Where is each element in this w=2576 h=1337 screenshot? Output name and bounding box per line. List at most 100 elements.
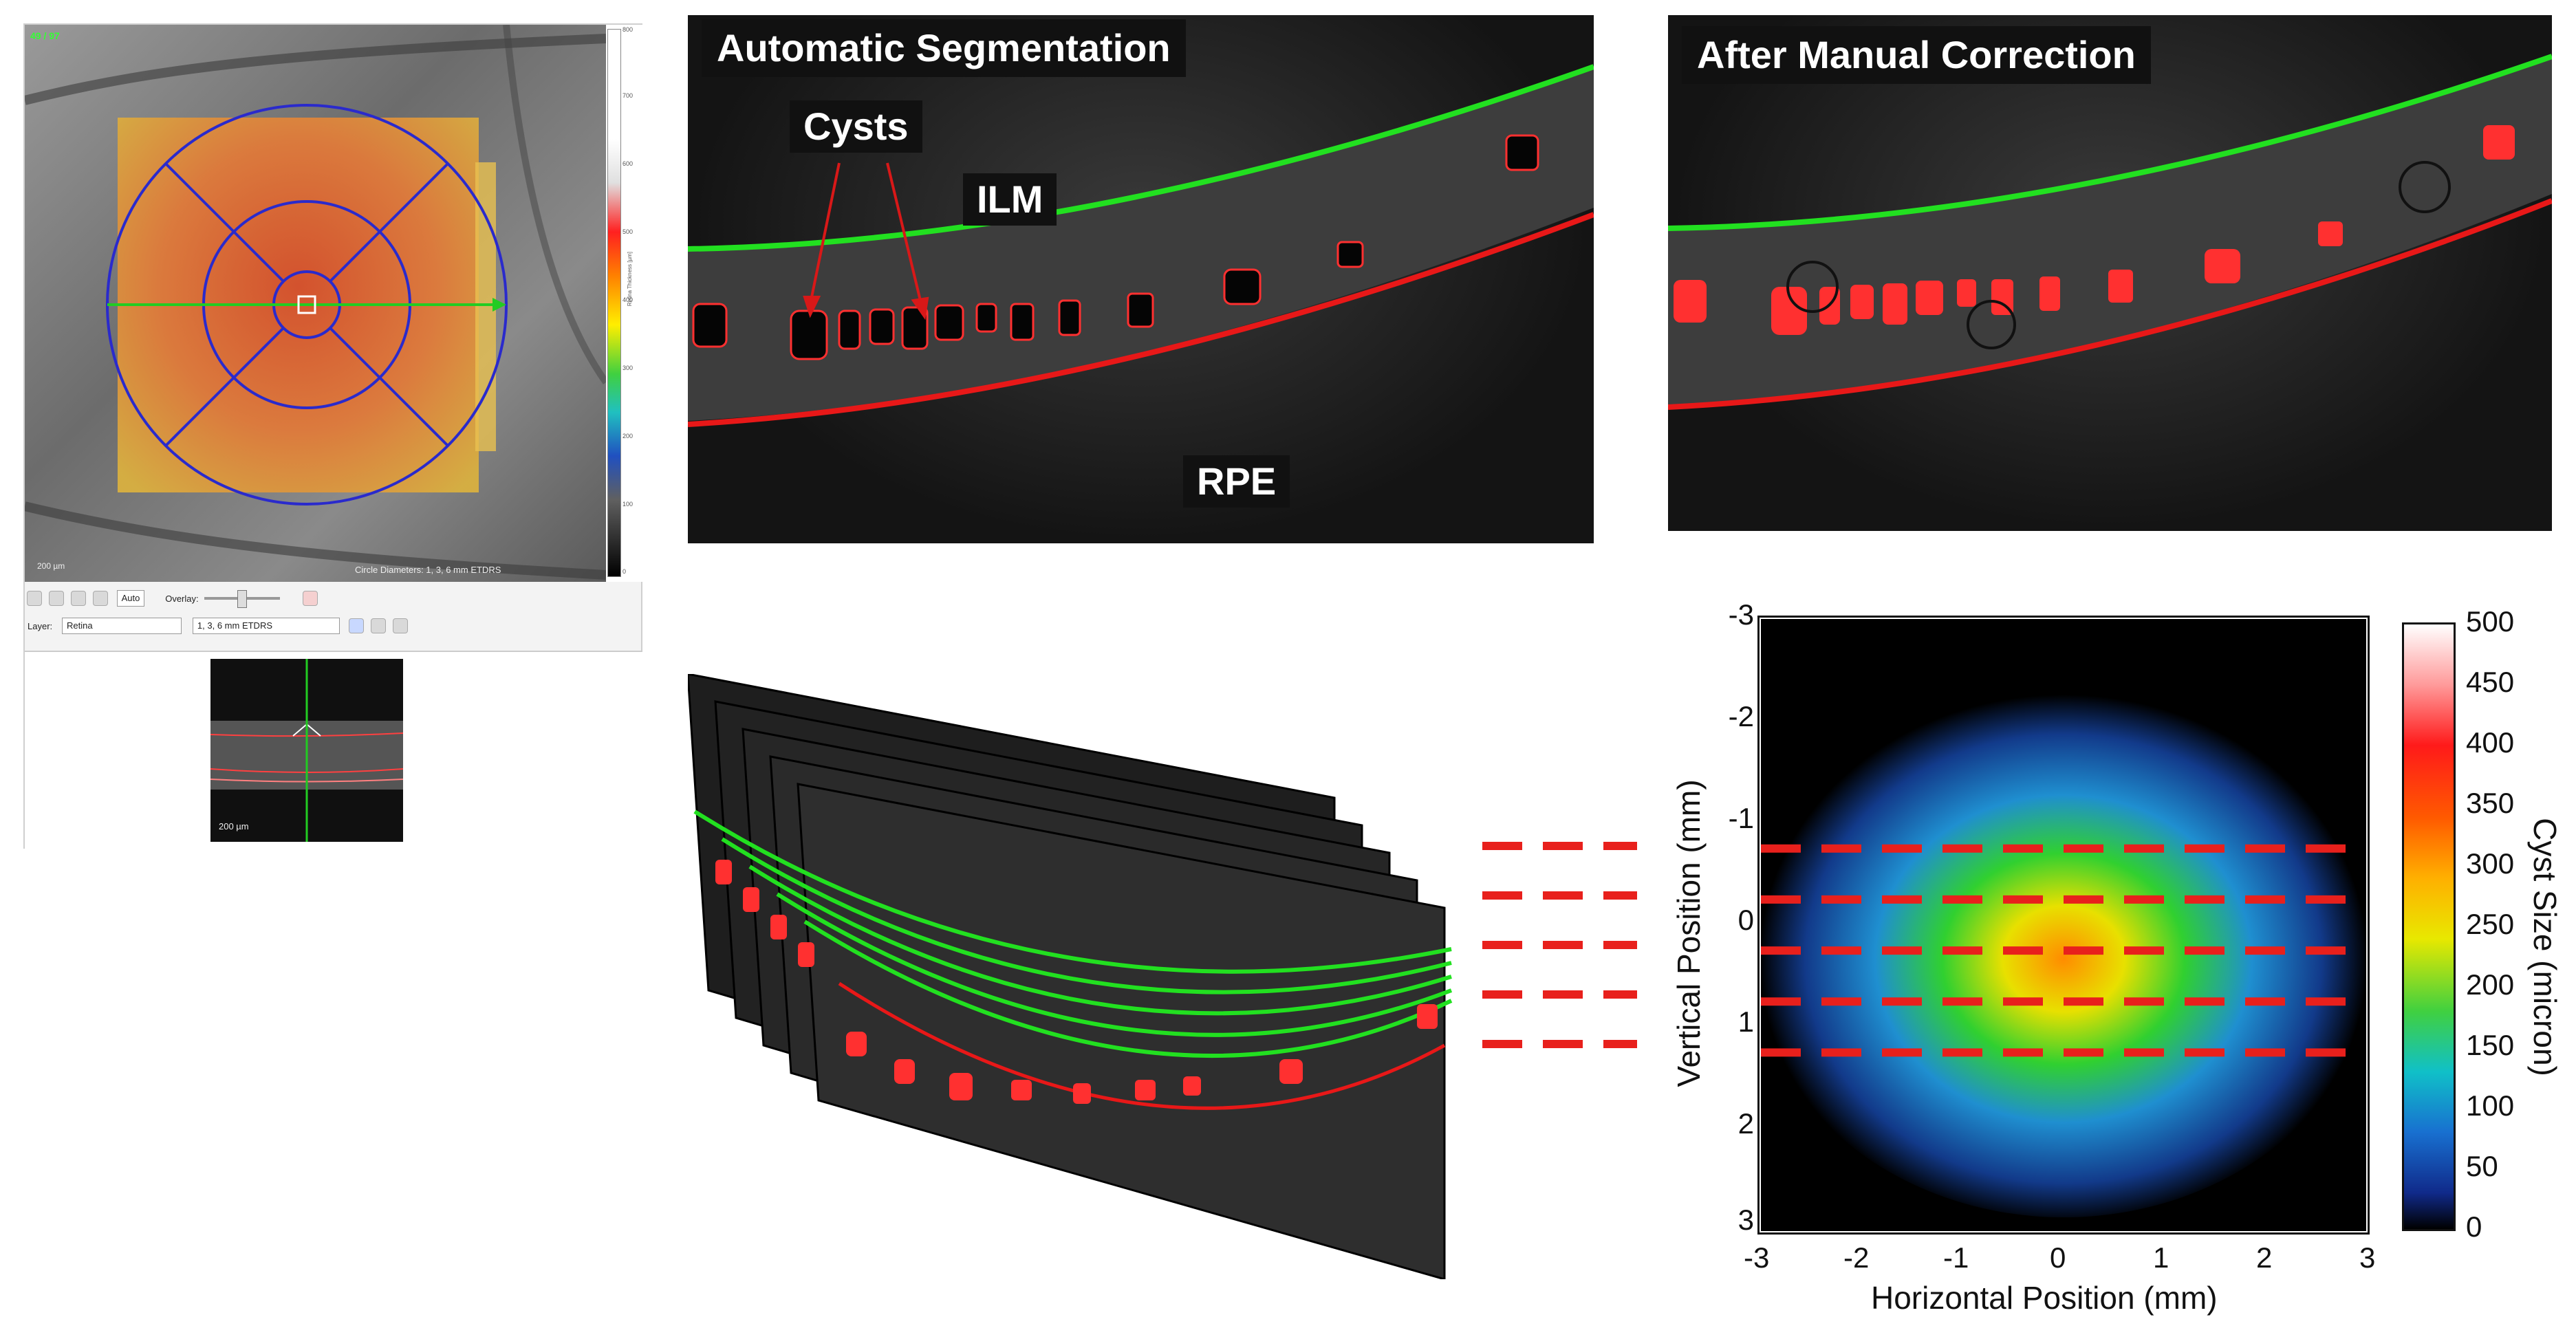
cb-size-tick: 400 xyxy=(2466,726,2515,759)
fovea-marker[interactable] xyxy=(297,295,316,314)
cb-tick-100: 100 xyxy=(623,501,634,508)
slice-counter: 49 / 97 xyxy=(30,30,60,41)
x-tick: -2 xyxy=(1843,1241,1870,1274)
zoom-mode-select[interactable]: Auto xyxy=(116,590,145,607)
x-tick: 1 xyxy=(2153,1241,2169,1274)
heatmap-y-ticks: -3 -2 -1 0 1 2 3 xyxy=(1713,598,1754,1238)
oct-auto-svg xyxy=(688,64,1594,427)
cyst-heatmap xyxy=(1761,619,2366,1231)
cb-tick-300: 300 xyxy=(623,365,634,371)
y-tick: -3 xyxy=(1728,598,1754,631)
cyst-size-colorbar-ticks: 500 450 400 350 300 250 200 150 100 50 0 xyxy=(2466,605,2535,1245)
cb-size-tick: 500 xyxy=(2466,605,2515,638)
auto-cysts xyxy=(692,134,1539,360)
reset-icon[interactable] xyxy=(303,591,318,606)
slice-connector-lines xyxy=(1482,842,1637,1048)
x-tick: 3 xyxy=(2359,1241,2376,1274)
stacked-slices xyxy=(686,673,1453,1281)
grid-select[interactable]: 1, 3, 6 mm ETDRS xyxy=(192,618,340,634)
cb-tick-400: 400 xyxy=(623,296,634,303)
thumb-scale-label: 200 µm xyxy=(219,821,249,831)
cb-tick-600: 600 xyxy=(623,160,634,167)
cb-size-tick: 150 xyxy=(2466,1029,2515,1061)
ilm-line-corrected xyxy=(1668,54,2552,231)
overlay-label: Overlay: xyxy=(165,593,199,604)
bscan-thumbnail-svg xyxy=(210,659,403,842)
viewer-toolbar-top: Auto Overlay: xyxy=(25,587,642,609)
heatmap-x-ticks: -3 -2 -1 0 1 2 3 xyxy=(1744,1241,2383,1276)
ilm-label: ILM xyxy=(963,173,1057,226)
x-tick: -1 xyxy=(1943,1241,1969,1274)
fundus-scale-label: 200 µm xyxy=(37,561,65,571)
oct-manual-svg xyxy=(1668,54,2552,410)
y-tick: 3 xyxy=(1738,1204,1754,1236)
oct-viewer-window: 49 / 97 200 µm Circle Diameters: 1, 3, 6… xyxy=(23,23,642,849)
fundus-thickness-map[interactable]: 49 / 97 200 µm Circle Diameters: 1, 3, 6… xyxy=(25,25,606,582)
x-tick: 0 xyxy=(2050,1241,2066,1274)
save-icon[interactable] xyxy=(392,618,408,633)
front-slice-cysts xyxy=(715,860,1438,1104)
y-tick: -2 xyxy=(1728,700,1754,732)
pan-icon[interactable] xyxy=(27,591,42,606)
auto-segmentation-title: Automatic Segmentation xyxy=(702,19,1186,77)
layer-select[interactable]: Retina xyxy=(62,618,182,634)
viewer-toolbar-bottom: Layer: Retina 1, 3, 6 mm ETDRS xyxy=(25,615,642,637)
rpe-line-corrected xyxy=(1668,198,2552,410)
cyst-size-colorbar xyxy=(2402,622,2456,1231)
heatmap-density xyxy=(1761,667,2366,1217)
cb-size-tick: 100 xyxy=(2466,1089,2515,1122)
front-slice-layers xyxy=(693,809,1453,1110)
rpe-line xyxy=(688,212,1594,427)
zoom-icon[interactable] xyxy=(48,591,64,606)
circle-diameters-label: Circle Diameters: 1, 3, 6 mm ETDRS xyxy=(355,565,501,575)
cb-tick-800: 800 xyxy=(623,26,634,33)
thickness-colorbar-gradient xyxy=(607,29,621,577)
manual-correction-title: After Manual Correction xyxy=(1682,26,2151,84)
bscan-stack xyxy=(686,673,1500,1281)
cb-size-tick: 50 xyxy=(2466,1150,2498,1182)
fundus-overlay-svg xyxy=(25,25,606,580)
cb-tick-700: 700 xyxy=(623,92,634,99)
thickness-colorbar-title: Retina Thickness [µm] xyxy=(627,252,633,307)
undo-icon[interactable] xyxy=(370,618,386,633)
oct-auto-segmentation: Automatic Segmentation Cysts ILM RPE xyxy=(688,15,1594,543)
cb-size-tick: 450 xyxy=(2466,666,2515,698)
heatmap-svg xyxy=(1761,667,2366,1217)
cyst-arrows xyxy=(803,162,929,320)
y-tick: 2 xyxy=(1738,1107,1754,1140)
cb-size-tick: 250 xyxy=(2466,908,2515,940)
y-tick: 1 xyxy=(1738,1006,1754,1038)
cyst-size-colorbar-title: Cyst Size (micron) xyxy=(2527,818,2563,1076)
cysts-label: Cysts xyxy=(790,100,922,153)
cb-size-tick: 0 xyxy=(2466,1210,2482,1243)
thickness-colorbar: 800 700 600 500 400 300 200 100 0 Retina… xyxy=(606,25,642,582)
correction-circles xyxy=(1786,161,2451,349)
zoom-out-icon[interactable] xyxy=(92,591,108,606)
oct-manual-correction: After Manual Correction xyxy=(1668,15,2552,531)
y-tick: -1 xyxy=(1728,802,1754,834)
layer-label: Layer: xyxy=(28,620,53,631)
cb-tick-0: 0 xyxy=(623,568,627,575)
x-tick: -3 xyxy=(1744,1241,1770,1274)
ilm-line xyxy=(688,64,1594,252)
bscan-preview-panel: 200 µm xyxy=(25,651,642,849)
cb-tick-500: 500 xyxy=(623,228,634,235)
cb-size-tick: 200 xyxy=(2466,968,2515,1001)
heatmap-slice-lines xyxy=(1761,844,2366,1057)
heatmap-y-axis-title: Vertical Position (mm) xyxy=(1671,779,1707,1087)
y-tick: 0 xyxy=(1738,904,1754,936)
x-tick: 2 xyxy=(2256,1241,2273,1274)
cb-tick-200: 200 xyxy=(623,433,634,439)
rpe-label: RPE xyxy=(1183,455,1290,508)
bscan-thumbnail[interactable]: 200 µm xyxy=(210,659,403,842)
overlay-slider-thumb[interactable] xyxy=(237,590,247,608)
cb-size-tick: 350 xyxy=(2466,787,2515,819)
grid-center-icon[interactable] xyxy=(348,618,364,633)
overlay-slider[interactable] xyxy=(204,590,280,608)
thickness-colorbar-ticks: 800 700 600 500 400 300 200 100 0 Retina… xyxy=(623,25,642,582)
bscan-stack-svg xyxy=(686,673,1453,1281)
zoom-in-icon[interactable] xyxy=(70,591,86,606)
heatmap-x-axis-title: Horizontal Position (mm) xyxy=(1871,1280,2218,1316)
corrected-cysts xyxy=(1674,125,2515,335)
cb-size-tick: 300 xyxy=(2466,847,2515,880)
